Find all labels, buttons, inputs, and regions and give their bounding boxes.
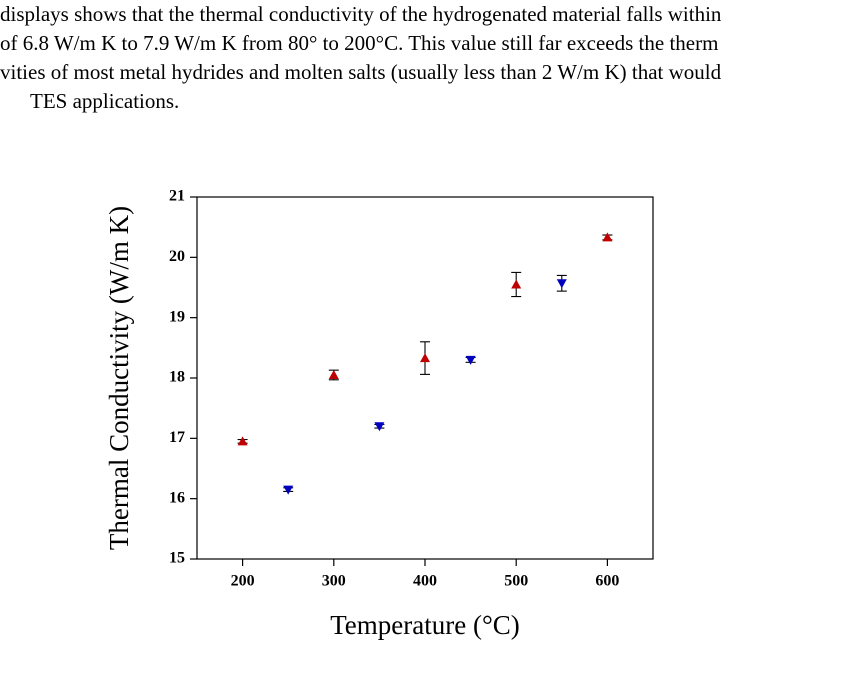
y-tick-label: 19	[169, 308, 185, 325]
marker	[602, 232, 613, 242]
y-tick-label: 20	[169, 248, 185, 265]
x-tick-label: 400	[413, 573, 437, 590]
marker	[511, 279, 522, 289]
marker	[465, 355, 476, 365]
x-tick-label: 500	[504, 573, 528, 590]
marker	[237, 436, 248, 446]
text-line: TES applications.	[30, 89, 180, 113]
marker	[328, 369, 339, 379]
text-line: of 6.8 W/m K to 7.9 W/m K from 80° to 20…	[0, 31, 719, 55]
y-tick-label: 15	[169, 550, 185, 567]
text-line: vities of most metal hydrides and molten…	[0, 60, 722, 84]
x-tick-label: 200	[231, 573, 255, 590]
y-axis-title: Thermal Conductivity (W/m K)	[104, 206, 134, 550]
marker	[283, 485, 294, 495]
y-tick-label: 21	[169, 188, 185, 205]
text-line: displays shows that the thermal conducti…	[0, 2, 722, 26]
plot-frame	[196, 196, 654, 560]
y-tick-label: 17	[169, 429, 185, 446]
x-axis-title: Temperature (°C)	[330, 610, 520, 640]
marker	[374, 422, 385, 432]
marker	[420, 353, 430, 363]
marker	[556, 279, 567, 289]
x-tick-label: 600	[595, 573, 619, 590]
y-tick-label: 18	[169, 369, 185, 386]
x-tick-label: 300	[322, 573, 346, 590]
y-tick-label: 16	[169, 489, 185, 506]
